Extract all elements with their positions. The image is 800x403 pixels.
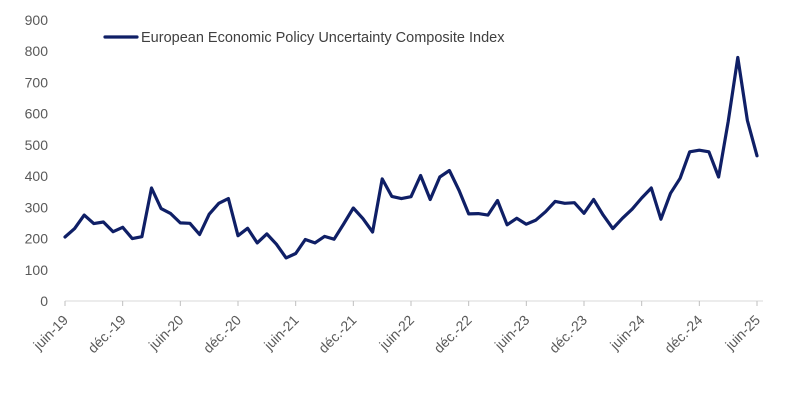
y-tick-label: 800: [25, 43, 49, 59]
y-tick-label: 400: [25, 168, 49, 184]
y-tick-label: 500: [25, 137, 49, 153]
x-tick-label: juin-25: [721, 312, 763, 354]
x-tick-label: juin-23: [491, 312, 533, 354]
x-tick-label: déc.-23: [546, 312, 590, 356]
x-tick-label: déc.-24: [661, 312, 705, 356]
y-tick-label: 600: [25, 106, 49, 122]
y-tick-label: 0: [40, 293, 48, 309]
y-tick-label: 300: [25, 199, 49, 215]
x-tick-label: juin-24: [606, 312, 648, 354]
legend-label: European Economic Policy Uncertainty Com…: [141, 30, 505, 46]
y-tick-label: 700: [25, 74, 49, 90]
y-tick-label: 200: [25, 231, 49, 247]
x-tick-label: juin-19: [29, 312, 71, 354]
series-layer: [63, 55, 759, 260]
x-axis: juin-19 déc.-19 juin-20 déc.-20 juin-21 déc.-…: [29, 301, 763, 356]
x-tick-label: juin-20: [145, 312, 187, 354]
x-tick-label: juin-22: [375, 312, 417, 354]
series-line: [63, 55, 759, 260]
y-tick-label: 100: [25, 262, 49, 278]
x-tick-label: déc.-20: [200, 312, 244, 356]
y-axis: 0 100 200 300 400 500 600 700 800 900: [25, 12, 49, 309]
x-tick-label: déc.-19: [84, 312, 128, 356]
y-tick-label: 900: [25, 12, 49, 28]
x-tick-label: juin-21: [260, 312, 302, 354]
x-tick-label: déc.-21: [315, 312, 359, 356]
x-tick-label: déc.-22: [430, 312, 474, 356]
legend: European Economic Policy Uncertainty Com…: [103, 30, 505, 46]
